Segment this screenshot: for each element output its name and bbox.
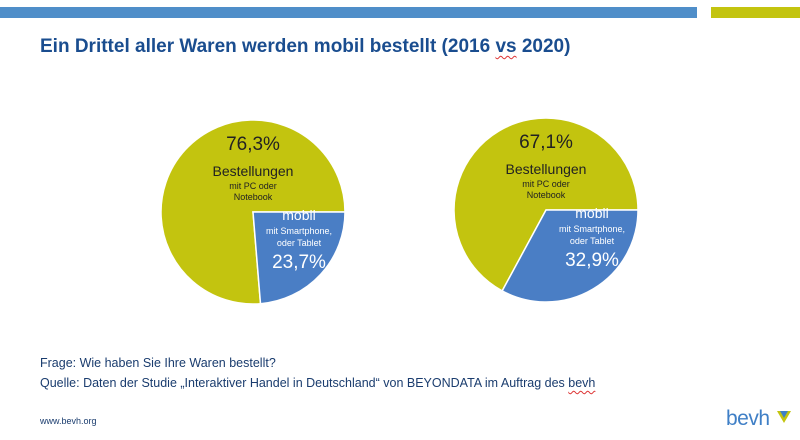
- pie-2-slice-sublabel-2-2: oder Tablet: [570, 236, 615, 246]
- pie-1-slice-sublabel-1-1: mit PC oder: [229, 181, 277, 191]
- pie-2-slice-1: [453, 117, 639, 292]
- pie-2-value-label-2: 32,9%: [565, 250, 619, 271]
- pie-2-value-label-1: 67,1%: [519, 132, 573, 153]
- title-suffix: 2020): [516, 36, 571, 57]
- top-bar-blue: [0, 7, 697, 18]
- bevh-logo-mark-icon: [777, 411, 791, 423]
- title-underlined: vs: [495, 36, 517, 57]
- pie-2-slice-2: [501, 209, 639, 303]
- pie-1-slice-title-1: Bestellungen: [213, 163, 294, 179]
- logo-text: bevh: [726, 407, 770, 430]
- survey-question: Frage: Wie haben Sie Ihre Waren bestellt…: [40, 356, 276, 370]
- top-bar-gap: [697, 7, 711, 18]
- website-url: www.bevh.org: [40, 416, 97, 426]
- pie-1-value-label-2: 23,7%: [272, 252, 326, 273]
- pie-1-slice-sublabel-2-1: mit Smartphone,: [266, 226, 332, 236]
- pie-1-slice-2: [252, 211, 346, 305]
- source-prefix: Quelle: Daten der Studie „Interaktiver H…: [40, 376, 569, 390]
- top-bar-lime: [711, 7, 800, 18]
- pie-2-slice-title-2: mobil: [575, 205, 608, 221]
- pie-1-slice-1: [160, 119, 346, 305]
- pie-2-slice-title-1: Bestellungen: [506, 161, 587, 177]
- bevh-logo: bevh: [726, 407, 792, 433]
- pie-1-value-label-1: 76,3%: [226, 134, 280, 155]
- source-note: Quelle: Daten der Studie „Interaktiver H…: [40, 376, 595, 390]
- title-prefix: Ein Drittel aller Waren werden mobil bes…: [40, 36, 496, 57]
- pie-1-slice-sublabel-2-2: oder Tablet: [277, 238, 322, 248]
- page-title: Ein Drittel aller Waren werden mobil bes…: [40, 36, 570, 58]
- pie-2-slice-sublabel-2-1: mit Smartphone,: [559, 224, 625, 234]
- pie-1-slice-sublabel-1-2: Notebook: [234, 192, 273, 202]
- pie-2-slice-sublabel-1-1: mit PC oder: [522, 179, 570, 189]
- pie-2-slice-sublabel-1-2: Notebook: [527, 190, 566, 200]
- source-underlined: bevh: [568, 376, 596, 390]
- pie-1-slice-title-2: mobil: [282, 207, 315, 223]
